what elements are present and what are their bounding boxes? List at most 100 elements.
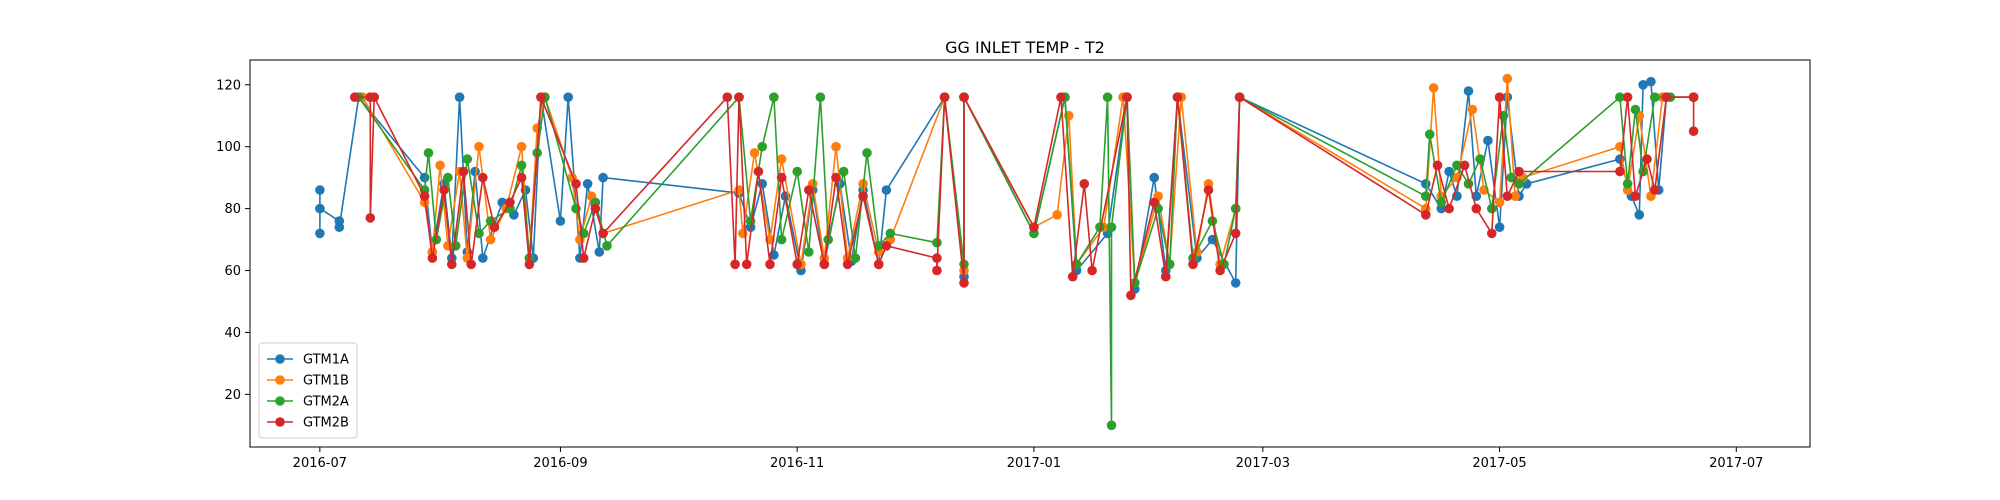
data-point [1475,154,1485,164]
data-point [516,172,527,183]
data-point [959,278,969,288]
y-tick-label: 80 [224,202,241,217]
data-point [1510,191,1520,201]
data-point [1421,191,1431,201]
data-point [1459,160,1470,171]
data-point [1630,104,1641,115]
data-point [873,241,884,251]
data-point [1122,92,1132,102]
legend-marker [275,396,285,406]
y-tick-label: 120 [216,78,241,93]
data-point [734,92,744,102]
data-point [1642,154,1652,164]
data-point [365,213,376,223]
y-tick-label: 40 [224,326,241,341]
data-point [1421,210,1431,220]
legend-label: GTM1B [303,374,349,389]
data-point [858,191,868,201]
data-point [1203,185,1214,195]
data-point [873,259,884,270]
data-point [1502,92,1513,102]
data-point [350,92,360,102]
data-point [815,92,826,102]
data-point [939,92,950,102]
data-point [419,172,430,183]
data-point [1234,92,1245,102]
data-point [1161,271,1171,282]
chart-title: GG INLET TEMP - T2 [945,38,1105,57]
data-point [881,185,892,195]
y-tick-label: 100 [216,140,241,155]
data-point [443,172,453,183]
x-axis: 2016-07 2016-09 2016-11 2017-01 2017-03 2017-… [293,447,1763,471]
data-point [1444,203,1454,214]
data-point [1622,179,1633,189]
data-point [516,160,527,171]
data-point [881,241,892,251]
data-point [753,166,764,177]
data-point [1514,166,1524,177]
legend-item-gtm2a: GTM2A [267,395,349,410]
data-point [1126,290,1136,301]
legend-marker [275,354,285,364]
data-point [1494,197,1505,208]
legend-marker [275,417,285,427]
y-tick-label: 20 [224,388,241,403]
legend-marker [275,375,285,385]
data-point [1646,76,1656,87]
data-point [439,185,449,195]
data-point [489,222,500,232]
legend-label: GTM2B [303,416,349,431]
data-point [730,259,740,270]
data-point [470,166,480,177]
data-point [590,203,601,214]
data-point [749,148,760,158]
plot-frame [249,59,1811,448]
data-point [757,141,767,152]
data-point [1215,265,1225,276]
data-point [315,203,325,214]
data-point [598,172,608,183]
data-point [842,259,853,270]
data-point [1688,92,1699,102]
data-point [1650,92,1660,102]
data-point [1106,222,1117,232]
data-point [582,179,593,189]
legend-label: GTM2A [303,395,349,410]
data-point [602,241,612,251]
data-point [1638,80,1648,90]
data-point [1149,172,1159,183]
data-point [769,92,779,102]
data-point [1432,160,1443,171]
data-point [1471,203,1482,214]
data-point [862,148,872,158]
data-point [1615,166,1625,177]
series-line [354,96,1695,297]
data-point [478,253,488,263]
data-point [1149,197,1159,208]
plot-area [249,59,1811,448]
data-point [1622,92,1633,102]
data-point [932,237,942,248]
data-point [516,141,527,152]
data-point [1634,210,1645,220]
data-point [369,92,380,102]
data-point [1087,265,1097,276]
data-point [722,92,733,102]
data-point [315,228,325,239]
data-point [578,253,589,263]
data-point [485,234,496,245]
data-point [1487,228,1497,239]
data-point [315,185,325,195]
legend-item-gtm2b: GTM2B [267,416,349,431]
data-point [1502,191,1513,201]
legend-item-gtm1b: GTM1B [267,374,349,389]
data-point [1494,92,1505,102]
data-point [1056,92,1066,102]
data-point [334,222,345,232]
x-tick-label: 2016-09 [533,456,587,471]
data-point [1615,92,1625,102]
data-point [776,154,787,164]
data-point [831,141,841,152]
data-point [1067,271,1078,282]
